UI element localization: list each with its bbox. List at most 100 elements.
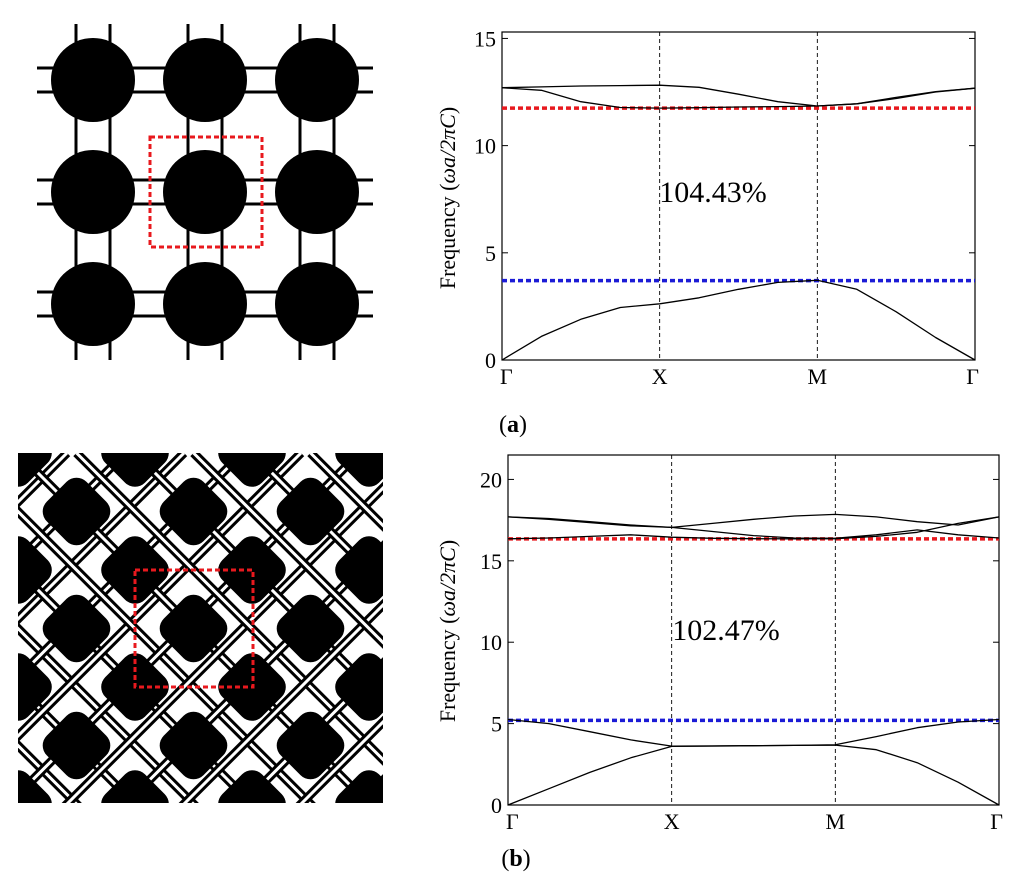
- bar-gap: [0, 453, 9, 853]
- inclusion: [18, 453, 52, 487]
- bar-gap: [779, 453, 1024, 853]
- inclusion: [275, 150, 359, 234]
- bar-gap: [662, 453, 1024, 853]
- panel-b-band-3: [507, 516, 1000, 539]
- inclusion: [335, 536, 383, 604]
- bar: [662, 453, 1024, 853]
- panel-a-band-chart: Frequency (ωa/2πC) 104.43% 0 5 10 15 Γ X M Γ: [435, 26, 979, 389]
- bar-gap: [0, 453, 9, 853]
- panel-b-structure: [0, 453, 1024, 853]
- panel-a-xtick-label-3: Γ: [966, 364, 979, 389]
- panel-a-ytick-label-3: 15: [474, 26, 496, 51]
- inclusion: [163, 38, 247, 122]
- bar-gap: [896, 453, 1024, 853]
- panel-a-structure: [37, 24, 373, 360]
- panel-b-ytick-label-3: 15: [480, 549, 502, 574]
- panel-a-unit-cell: [148, 135, 264, 249]
- inclusion: [275, 262, 359, 346]
- bar: [896, 453, 1024, 853]
- panel-b-band-4: [507, 516, 1000, 540]
- inclusion: [18, 653, 52, 721]
- bar-gap: [486, 453, 886, 853]
- bar: [603, 453, 1003, 853]
- panel-a-ytick-label-1: 5: [485, 241, 496, 266]
- inclusion: [101, 453, 169, 487]
- bar-gap: [954, 453, 1024, 853]
- panel-a-band-2: [501, 84, 976, 107]
- bar-gap: [18, 453, 186, 622]
- panel-a-ylabel: Frequency (ωa/2πC): [435, 107, 460, 289]
- bar-gap: [896, 453, 1024, 853]
- inclusion: [51, 38, 135, 122]
- inclusion: [18, 536, 52, 604]
- bar: [954, 453, 1024, 853]
- panel-a-ytick-label-0: 0: [485, 348, 496, 373]
- bar-gap: [545, 453, 945, 853]
- bar-gap: [18, 453, 303, 739]
- inclusion: [218, 770, 286, 803]
- panel-a-plot-frame: [501, 31, 976, 361]
- inclusion: [163, 262, 247, 346]
- panel-a-caption: (a): [499, 412, 527, 438]
- bar: [662, 453, 1024, 853]
- inclusion: [163, 150, 247, 234]
- inclusion: [276, 594, 345, 663]
- panel-b-band-0: [507, 744, 1000, 806]
- inclusion: [42, 711, 111, 780]
- panel-a-gap-annotation: 104.43%: [659, 176, 767, 209]
- bar-gap: [662, 453, 1024, 853]
- bar: [779, 453, 1024, 853]
- bar: [0, 453, 9, 853]
- panel-b-xtick-label-1: X: [664, 809, 680, 834]
- inclusion: [51, 150, 135, 234]
- bar: [545, 453, 945, 853]
- inclusion: [335, 653, 383, 721]
- bar: [545, 453, 945, 853]
- bar: [486, 453, 886, 853]
- inclusion: [276, 711, 345, 780]
- bar-gap: [18, 743, 78, 803]
- bar-gap: [837, 453, 1024, 853]
- panel-b-band-chart: Frequency (ωa/2πC) 102.47% 0 5 10 15 20 Γ X M Γ: [435, 454, 1003, 834]
- inclusion: [18, 770, 52, 803]
- panel-b-ytick-label-1: 5: [491, 712, 502, 737]
- inclusion: [335, 453, 383, 487]
- panel-b-plot-frame: [507, 454, 1000, 806]
- bar-gap: [299, 719, 383, 803]
- panel-a-band-1: [501, 87, 976, 109]
- bar-gap: [603, 453, 1003, 853]
- inclusion: [101, 770, 169, 803]
- panel-b-xtick-label-2: M: [826, 809, 846, 834]
- panel-b-ytick-label-0: 0: [491, 793, 502, 818]
- inclusion: [51, 262, 135, 346]
- bar: [369, 453, 769, 853]
- bar: [486, 453, 886, 853]
- bar-gap: [182, 602, 383, 803]
- panel-b-xtick-label-0: Γ: [506, 809, 519, 834]
- panel-b-ytick-label-2: 10: [480, 630, 502, 655]
- bar: [837, 453, 1024, 853]
- panel-b-unit-cell: [133, 568, 255, 689]
- inclusion: [159, 594, 228, 663]
- panel-a-xtick-label-0: Γ: [500, 364, 513, 389]
- bar-gap: [65, 485, 383, 803]
- bar: [0, 453, 9, 853]
- bar-gap: [954, 453, 1024, 853]
- inclusion: [218, 453, 286, 487]
- bar-gap: [369, 453, 769, 853]
- panel-a-xtick-label-2: M: [808, 364, 828, 389]
- panel-b-band-2: [507, 513, 1000, 529]
- bar-gap: [367, 453, 383, 470]
- panel-a-xtick-label-1: X: [652, 364, 668, 389]
- panel-b-caption: (b): [501, 846, 530, 872]
- bar-gap: [486, 453, 886, 853]
- panel-b-lattice: [0, 453, 1024, 853]
- bar: [365, 453, 383, 474]
- bar-gap: [192, 453, 383, 645]
- bar: [603, 453, 1003, 853]
- inclusion: [42, 594, 111, 663]
- panel-b-ytick-label-4: 20: [480, 467, 502, 492]
- bar: [896, 453, 1024, 853]
- panel-b-xtick-label-3: Γ: [990, 809, 1003, 834]
- inclusion: [159, 477, 228, 546]
